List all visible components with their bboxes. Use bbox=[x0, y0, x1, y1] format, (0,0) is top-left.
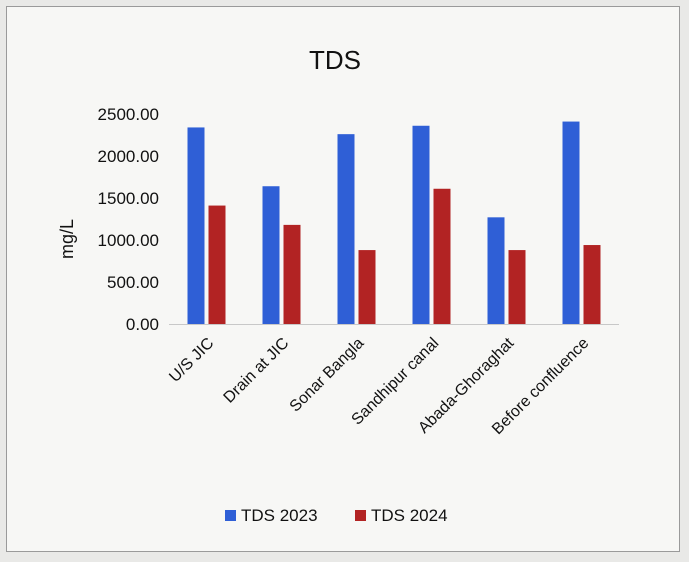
y-tick-label: 500.00 bbox=[107, 273, 159, 292]
x-tick-label: U/S JIC bbox=[166, 335, 217, 386]
chart-title: TDS bbox=[309, 45, 361, 75]
bar-tds-2024-2 bbox=[358, 250, 376, 324]
legend-swatch-tds-2023 bbox=[225, 510, 236, 521]
bar-tds-2023-2 bbox=[337, 134, 355, 324]
bar-tds-2023-3 bbox=[412, 125, 430, 324]
y-tick-label: 1500.00 bbox=[98, 189, 159, 208]
y-tick-label: 2500.00 bbox=[98, 105, 159, 124]
y-axis-label: mg/L bbox=[57, 219, 77, 259]
legend-label: TDS 2024 bbox=[371, 506, 448, 525]
bar-tds-2024-4 bbox=[508, 250, 526, 324]
y-tick-label: 0.00 bbox=[126, 315, 159, 334]
bar-tds-2023-5 bbox=[562, 121, 580, 324]
x-tick-label: Sonar Bangla bbox=[287, 335, 368, 416]
bar-tds-2024-0 bbox=[208, 205, 226, 324]
bar-tds-2023-1 bbox=[262, 186, 280, 324]
chart-frame: TDS mg/L 0.00 500.00 1000.00 1500.00 2000.00… bbox=[6, 6, 680, 552]
legend-label: TDS 2023 bbox=[241, 506, 318, 525]
y-tick-label: 1000.00 bbox=[98, 231, 159, 250]
x-tick-label: Drain at JIC bbox=[221, 335, 293, 407]
bar-tds-2024-5 bbox=[583, 245, 601, 324]
tds-bar-chart: TDS mg/L 0.00 500.00 1000.00 1500.00 2000.00… bbox=[57, 45, 619, 525]
bar-tds-2023-0 bbox=[187, 127, 205, 324]
bar-tds-2024-1 bbox=[283, 224, 301, 324]
y-tick-label: 2000.00 bbox=[98, 147, 159, 166]
legend-swatch-tds-2024 bbox=[355, 510, 366, 521]
bar-tds-2024-3 bbox=[433, 188, 451, 324]
bar-tds-2023-4 bbox=[487, 217, 505, 324]
